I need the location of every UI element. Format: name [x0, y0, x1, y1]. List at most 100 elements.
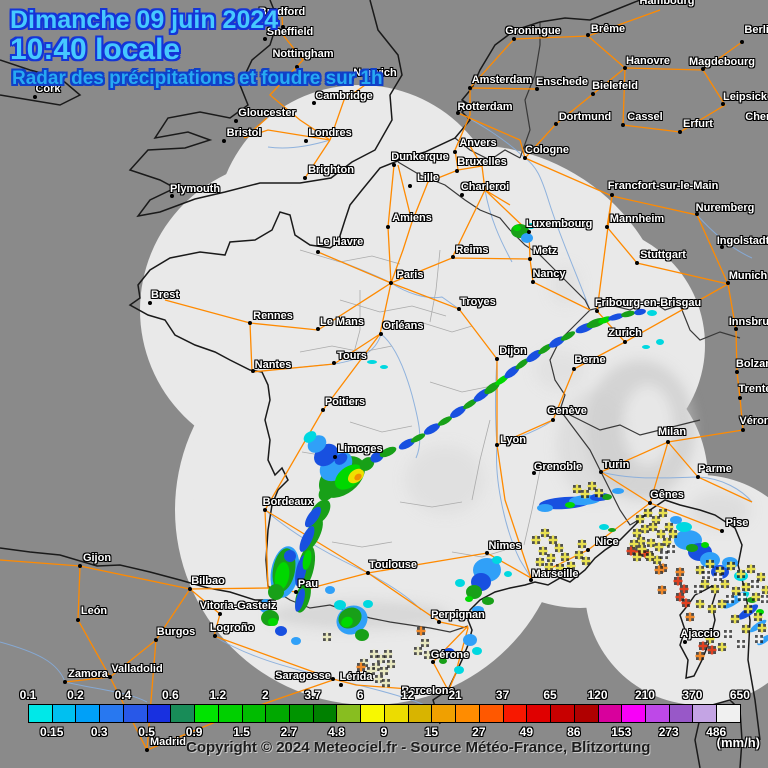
- precip-echo: [565, 502, 575, 508]
- city-label: Milan: [657, 426, 687, 438]
- precip-echo: [455, 579, 465, 587]
- city-label: Cork: [35, 83, 61, 95]
- city-dot: [721, 102, 725, 106]
- legend-cell: [28, 704, 53, 723]
- city-dot: [485, 551, 489, 555]
- legend-top-label: 0.1: [19, 688, 37, 702]
- precip-echo: [466, 585, 482, 599]
- legend-bottom-label: 0.5: [138, 725, 155, 739]
- lightning-strike-icon: [322, 632, 332, 642]
- legend-cell: [431, 704, 457, 723]
- city-dot: [495, 443, 499, 447]
- city-label: Bordeaux: [262, 496, 314, 508]
- city-dot: [333, 455, 337, 459]
- legend-cell: [621, 704, 646, 723]
- precip-echo: [537, 504, 553, 512]
- city-dot: [666, 440, 670, 444]
- lightning-strike-icon: [695, 651, 705, 661]
- city-dot: [108, 675, 112, 679]
- precip-echo: [454, 666, 464, 674]
- precip-echo: [526, 349, 542, 363]
- lightning-strike-icon: [675, 567, 685, 577]
- city-dot: [551, 418, 555, 422]
- city-dot: [148, 301, 152, 305]
- lightning-strike-icon: [636, 536, 646, 546]
- legend-top-label: 0.6: [162, 688, 179, 702]
- city-dot: [701, 67, 705, 71]
- lightning-strike-icon: [756, 572, 766, 582]
- precip-echo: [268, 584, 284, 600]
- precip-echo: [380, 365, 388, 369]
- city-dot: [512, 37, 516, 41]
- city-label: Cologne: [525, 144, 569, 156]
- legend-cell: [716, 704, 741, 723]
- lightning-strike-icon: [654, 542, 664, 552]
- legend-bottom-label: 4.8: [328, 725, 345, 739]
- lightning-strike-icon: [705, 634, 715, 644]
- city-label: Lérida: [339, 671, 373, 683]
- lightning-strike-icon: [572, 484, 582, 494]
- city-label: Londres: [308, 127, 352, 139]
- precip-echo: [443, 648, 455, 658]
- precip-echo: [504, 571, 512, 577]
- city-label: Rennes: [253, 310, 293, 322]
- city-dot: [294, 590, 298, 594]
- legend-bottom-label: 2.7: [280, 725, 298, 739]
- city-label: Hanovre: [625, 55, 671, 67]
- city-label: Bilbao: [191, 575, 225, 587]
- precip-echo: [379, 446, 397, 458]
- precip-echo: [423, 423, 441, 435]
- city-dot: [304, 139, 308, 143]
- legend-cell: [383, 704, 409, 723]
- city-label: Poitiers: [324, 396, 366, 408]
- legend-cell: [502, 704, 528, 723]
- legend-unit-label: (mm/h): [716, 735, 760, 750]
- city-dot: [350, 78, 354, 82]
- city-label: Gérone: [430, 649, 470, 661]
- lightning-strike-icon: [356, 662, 366, 672]
- precip-echo: [492, 556, 502, 564]
- lightning-strike-icon: [715, 566, 725, 576]
- city-dot: [188, 587, 192, 591]
- lightning-strike-icon: [666, 544, 676, 554]
- city-label: Trente: [738, 383, 768, 395]
- lightning-strike-icon: [753, 612, 763, 622]
- city-label: Erfurt: [683, 118, 713, 130]
- lightning-strike-icon: [645, 552, 655, 562]
- lightning-strike-icon: [726, 561, 736, 571]
- lightning-strike-icon: [720, 579, 730, 589]
- lightning-strike-icon: [757, 623, 767, 633]
- lightning-strike-icon: [700, 579, 710, 589]
- legend-cell: [644, 704, 670, 723]
- subtitle-label: Radar des précipitations et foudre sur 1…: [12, 68, 383, 89]
- precip-echo: [472, 647, 482, 655]
- city-dot: [720, 529, 724, 533]
- city-dot: [213, 634, 217, 638]
- lightning-strike-icon: [548, 535, 558, 545]
- lightning-strike-icon: [632, 528, 642, 538]
- city-label: Barcelone: [401, 685, 455, 697]
- legend-top-label: 12: [400, 688, 415, 702]
- lightning-strike-icon: [651, 515, 661, 525]
- lightning-strike-icon: [544, 562, 554, 572]
- city-dot: [460, 193, 464, 197]
- precip-echo: [325, 586, 335, 594]
- legend-bottom-label: 273: [658, 725, 679, 739]
- city-label: Cambridge: [315, 90, 373, 102]
- precip-echo: [291, 637, 301, 645]
- precip-echo: [602, 494, 612, 500]
- lightning-strike-icon: [675, 592, 685, 602]
- lightning-strike-icon: [366, 666, 376, 676]
- city-label: Norwich: [353, 67, 397, 79]
- lightning-strike-icon: [713, 572, 723, 582]
- lightning-strike-icon: [640, 524, 650, 534]
- city-label: Brest: [150, 289, 180, 301]
- precip-echo: [608, 528, 616, 532]
- legend-cell: [597, 704, 623, 723]
- legend-top-label: 2: [261, 688, 269, 702]
- city-label: Burgos: [156, 626, 196, 638]
- city-label: Innsbruck: [728, 316, 768, 328]
- city-dot: [251, 369, 255, 373]
- precip-echo: [676, 522, 692, 532]
